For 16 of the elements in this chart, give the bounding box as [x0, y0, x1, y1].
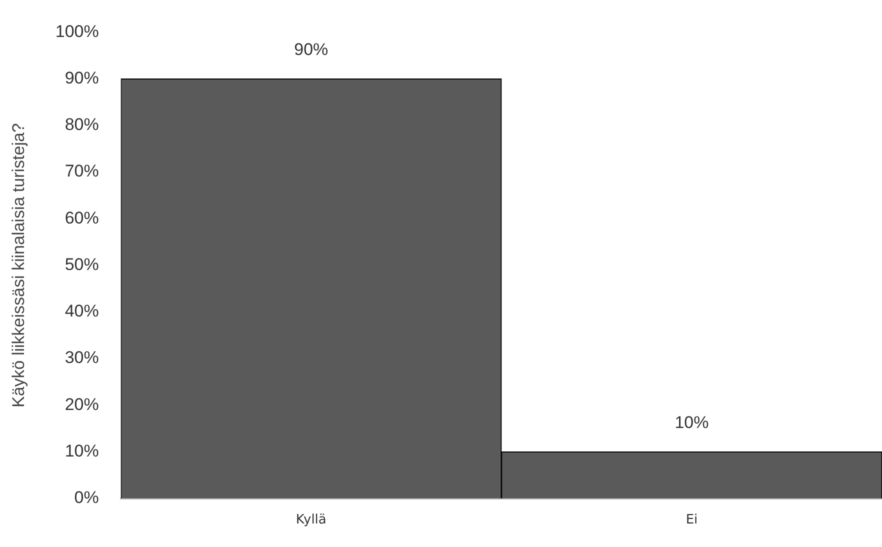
y-tick-label: 0%	[74, 488, 99, 508]
y-tick-label: 20%	[64, 394, 99, 414]
data-label: 10%	[674, 412, 709, 432]
data-label: 90%	[294, 40, 328, 60]
x-tick-label: Ei	[686, 512, 698, 528]
y-tick-label: 60%	[64, 208, 99, 228]
y-tick-label: 90%	[64, 68, 99, 88]
y-tick-label: 30%	[64, 348, 99, 368]
y-tick-label: 10%	[64, 441, 99, 460]
y-tick-label: 40%	[64, 302, 99, 321]
y-tick-label: 70%	[64, 162, 99, 181]
y-tick-label: 50%	[64, 254, 99, 274]
x-tick-label: Kyllä	[296, 512, 326, 528]
y-axis-title: Käykö liikkeissäsi kiinalaisia turisteja?	[8, 123, 28, 408]
y-tick-label: 100%	[55, 22, 99, 41]
y-tick-label: 80%	[64, 115, 99, 134]
